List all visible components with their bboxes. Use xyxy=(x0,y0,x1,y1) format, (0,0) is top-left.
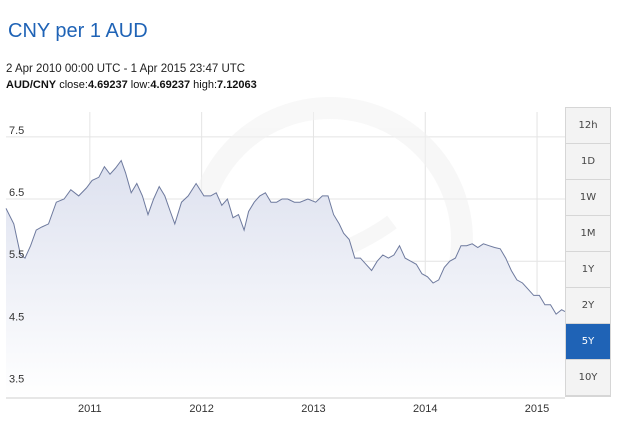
y-tick-label: 4.5 xyxy=(9,311,24,323)
x-tick-label: 2014 xyxy=(413,403,437,415)
range-button-1y[interactable]: 1Y xyxy=(566,252,610,288)
date-range: 2 Apr 2010 00:00 UTC - 1 Apr 2015 23:47 … xyxy=(6,63,246,75)
range-button-1m[interactable]: 1M xyxy=(566,216,610,252)
range-button-1d[interactable]: 1D xyxy=(566,144,610,180)
range-button-10y[interactable]: 10Y xyxy=(566,360,610,396)
close-value: 4.69237 xyxy=(87,79,128,91)
time-range-selector: 12h 1D 1W 1M 1Y 2Y 5Y 10Y xyxy=(565,107,611,397)
x-tick-label: 2011 xyxy=(78,403,102,415)
close-label: close: xyxy=(59,79,88,91)
low-label: low: xyxy=(130,79,151,91)
currency-pair: AUD/CNY xyxy=(6,79,57,91)
x-tick-label: 2013 xyxy=(301,403,325,415)
x-tick-label: 2015 xyxy=(525,403,549,415)
page-title: CNY per 1 AUD xyxy=(8,20,148,42)
range-button-2y[interactable]: 2Y xyxy=(566,288,610,324)
range-button-5y[interactable]: 5Y xyxy=(566,324,610,360)
series-area xyxy=(6,160,565,398)
x-tick-label: 2012 xyxy=(189,403,213,415)
high-label: high: xyxy=(193,79,218,91)
y-tick-label: 6.5 xyxy=(9,187,24,199)
high-value: 7.12063 xyxy=(217,79,257,91)
series-line xyxy=(5,159,566,315)
y-tick-label: 5.5 xyxy=(9,249,24,261)
y-tick-label: 3.5 xyxy=(9,374,24,386)
range-button-1w[interactable]: 1W xyxy=(566,180,610,216)
range-button-12h[interactable]: 12h xyxy=(566,108,610,144)
low-value: 4.69237 xyxy=(150,79,191,91)
price-stats: AUD/CNY close:4.69237 low:4.69237 high:7… xyxy=(6,79,257,91)
y-tick-label: 7.5 xyxy=(9,125,24,137)
